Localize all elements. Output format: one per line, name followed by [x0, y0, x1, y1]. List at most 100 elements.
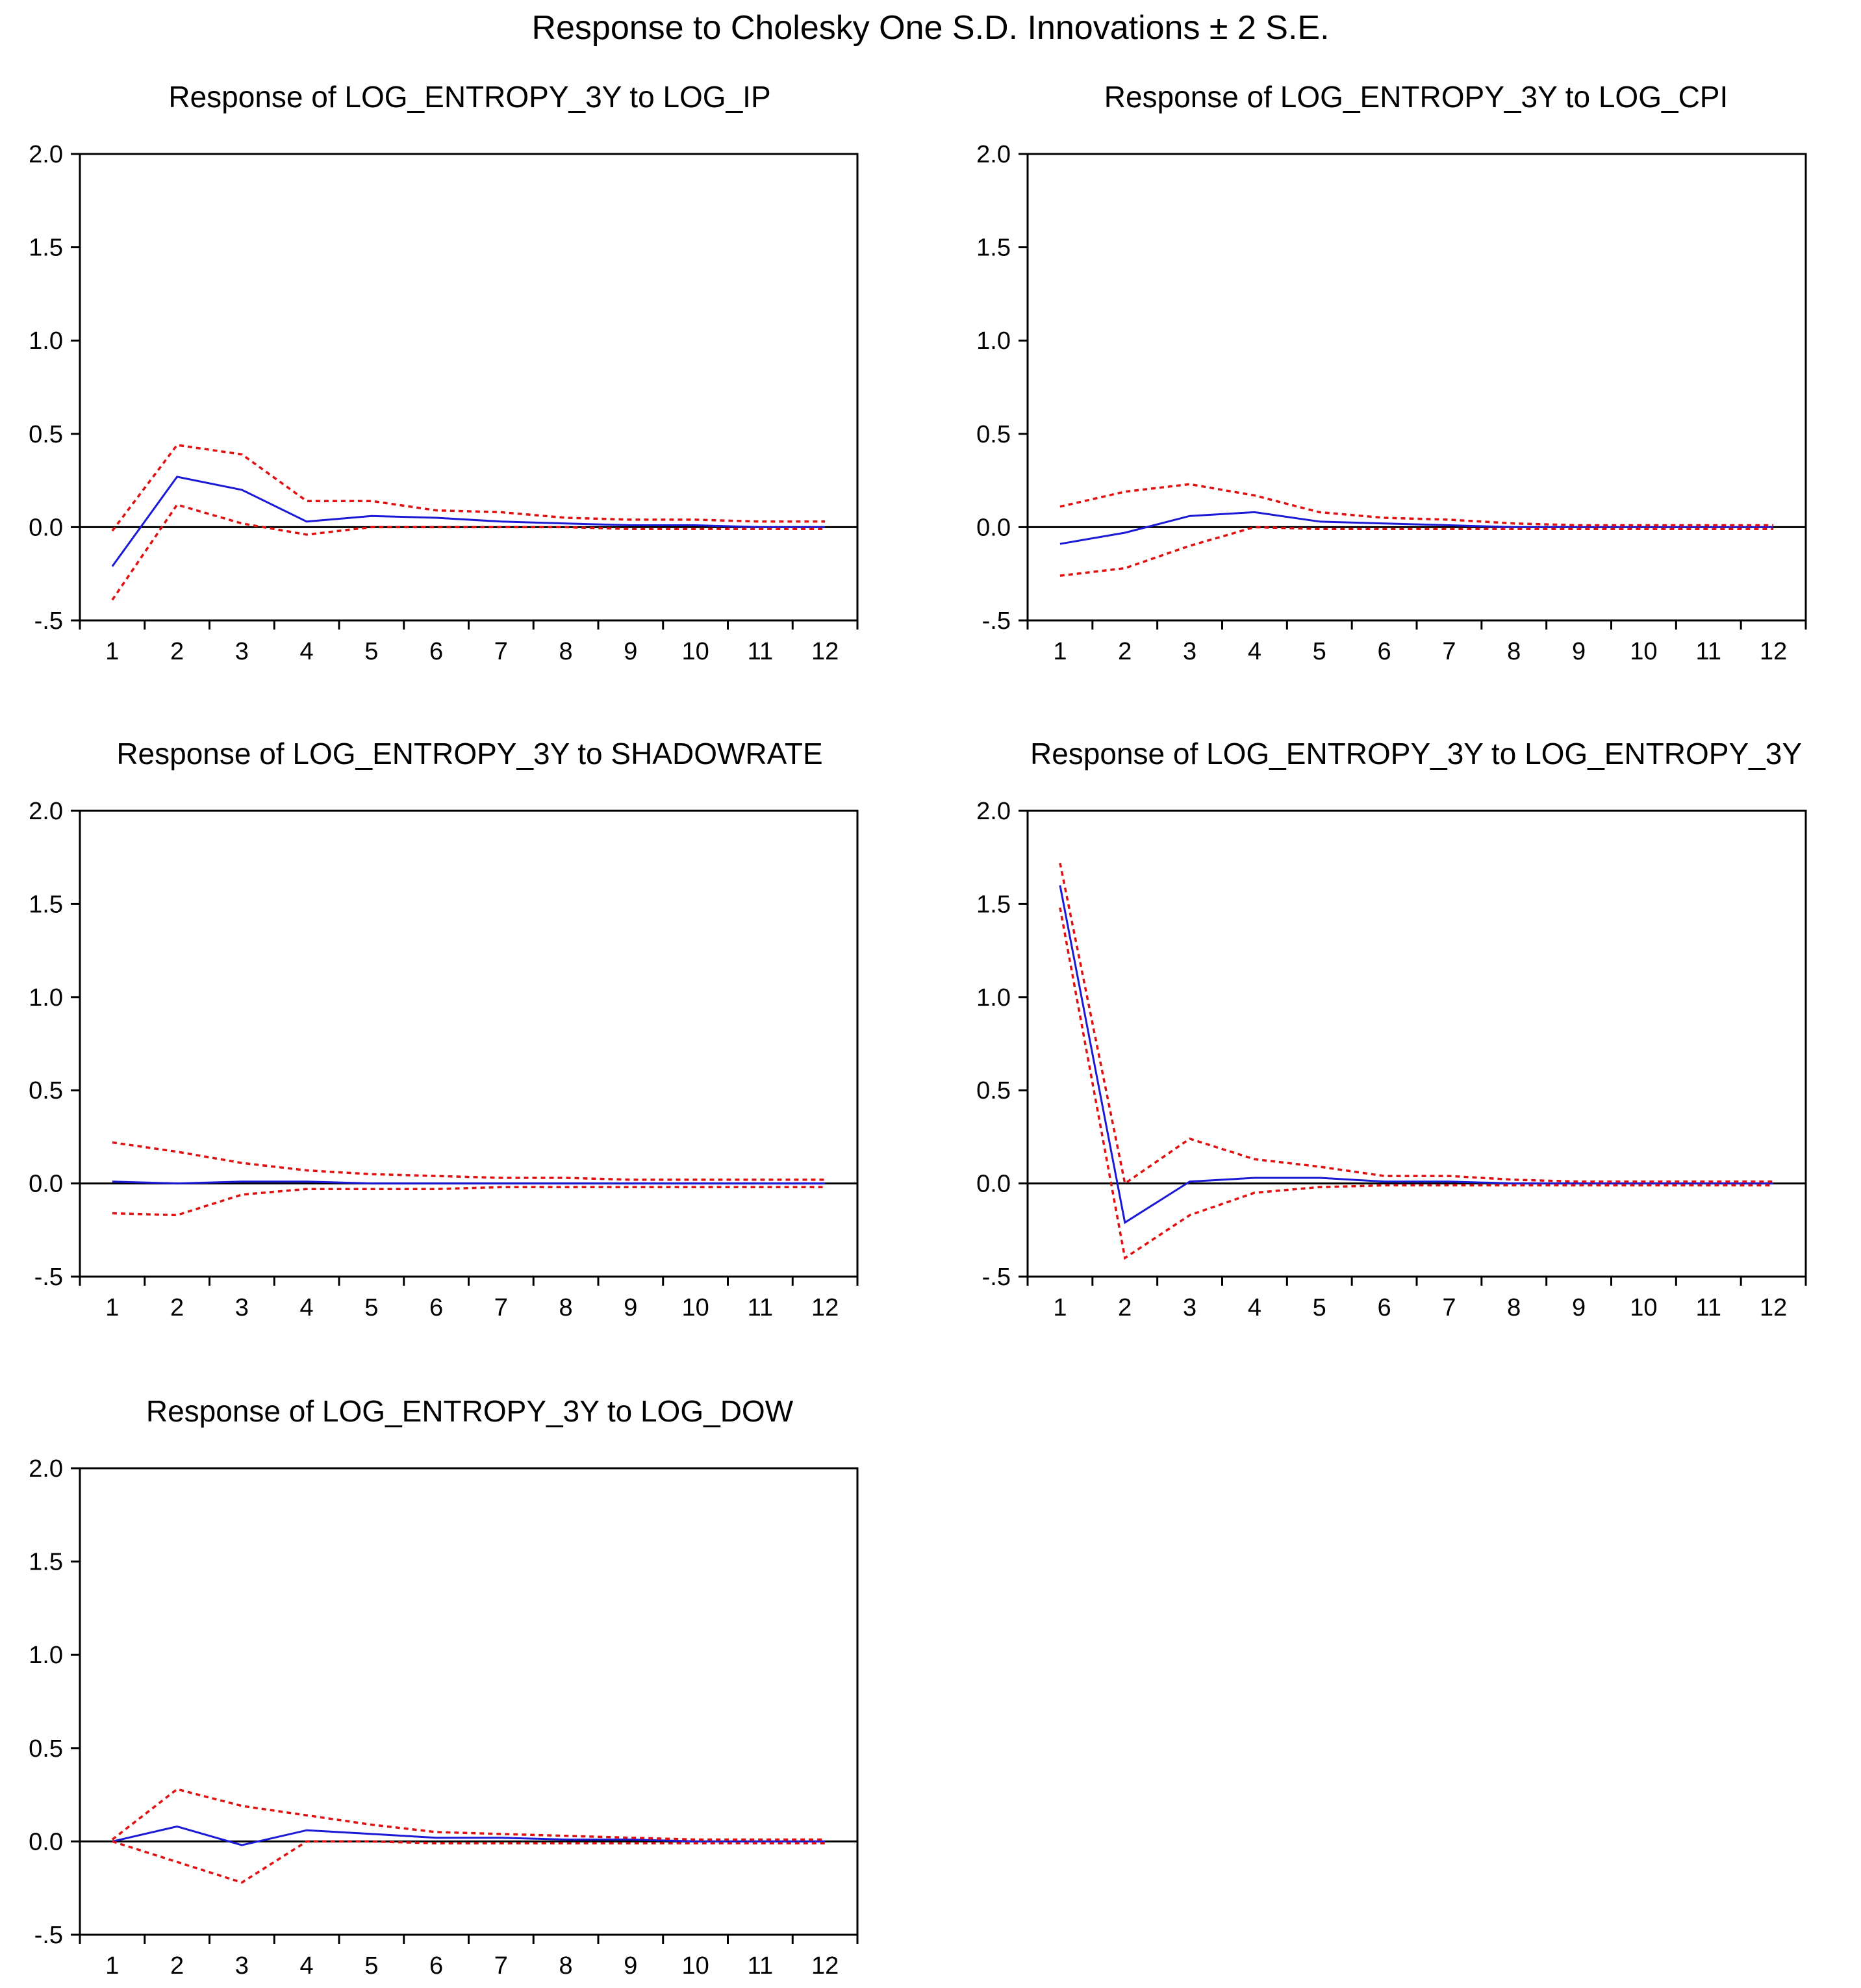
x-tick-label: 2: [1118, 638, 1132, 665]
x-tick-label: 3: [1183, 638, 1196, 665]
x-tick-label: 10: [681, 1952, 709, 1980]
x-tick-label: 7: [1442, 1294, 1456, 1321]
response-line: [112, 1825, 826, 1846]
y-tick-label: 2.0: [976, 141, 1011, 168]
panel-title: Response of LOG_ENTROPY_3Y to LOG_ENTROP…: [1030, 737, 1802, 771]
x-tick-label: 12: [811, 1952, 839, 1980]
x-tick-label: 1: [105, 1952, 119, 1980]
x-tick-label: 9: [624, 638, 637, 665]
x-tick-label: 10: [1630, 1294, 1657, 1321]
y-tick-label: 2.0: [29, 798, 63, 825]
x-tick-label: 4: [300, 638, 314, 665]
irf-panel-2: Response of LOG_ENTROPY_3Y to LOG_CPI 2.0…: [976, 80, 1807, 665]
x-tick-label: 3: [235, 638, 249, 665]
irf-panel-1: Response of LOG_ENTROPY_3Y to LOG_IP 2.0 1…: [29, 80, 859, 665]
y-tick-label: 0.5: [976, 1077, 1011, 1104]
y-tick-label: 1.5: [29, 1549, 63, 1576]
y-tick-label: 0.5: [29, 421, 63, 448]
x-tick-label: 7: [1442, 638, 1456, 665]
x-tick-label: 12: [811, 638, 839, 665]
x-tick-label: 9: [1572, 638, 1586, 665]
y-tick-label: 0.0: [29, 1828, 63, 1855]
plot-frame: [1026, 809, 1807, 1278]
x-tick-label: 2: [170, 638, 184, 665]
irf-panel-3: Response of LOG_ENTROPY_3Y to SHADOWRATE…: [29, 737, 859, 1321]
x-tick-label: 6: [429, 638, 443, 665]
y-tick-label: 0.0: [29, 1171, 63, 1198]
plot-frame: [79, 809, 859, 1278]
x-tick-label: 12: [1760, 1294, 1787, 1321]
lower-band-line: [1059, 526, 1774, 577]
lower-band-line: [112, 1186, 826, 1217]
x-tick-label: 2: [1118, 1294, 1132, 1321]
x-tick-label: 12: [1760, 638, 1787, 665]
y-tick-label: -.5: [982, 1264, 1011, 1291]
x-tick-label: 5: [1313, 638, 1326, 665]
response-line: [1059, 885, 1774, 1225]
y-tick-label: 2.0: [29, 1455, 63, 1483]
x-tick-label: 1: [1053, 1294, 1067, 1321]
y-tick-label: 1.0: [976, 327, 1011, 355]
upper-band-line: [111, 444, 826, 532]
panel-title: Response of LOG_ENTROPY_3Y to SHADOWRATE: [116, 737, 822, 771]
y-tick-label: 2.0: [976, 798, 1011, 825]
x-tick-label: 6: [1378, 638, 1391, 665]
x-tick-label: 9: [624, 1952, 637, 1980]
x-tick-label: 11: [748, 638, 773, 665]
upper-band-line: [1059, 862, 1774, 1186]
y-tick-label: 1.0: [29, 984, 63, 1012]
x-tick-label: 2: [170, 1952, 184, 1980]
x-tick-label: 6: [429, 1952, 443, 1980]
x-tick-label: 6: [1378, 1294, 1391, 1321]
y-tick-label: -.5: [34, 1264, 63, 1291]
x-tick-label: 11: [748, 1952, 773, 1980]
lower-band-line: [112, 1840, 826, 1884]
plot-frame: [1026, 153, 1807, 622]
upper-band-line: [112, 1141, 826, 1181]
x-tick-label: 4: [300, 1952, 314, 1980]
y-tick-label: 0.5: [29, 1735, 63, 1763]
x-tick-label: 4: [1248, 1294, 1261, 1321]
x-tick-label: 7: [494, 1294, 508, 1321]
x-tick-label: 9: [624, 1294, 637, 1321]
irf-panel-4: Response of LOG_ENTROPY_3Y to LOG_ENTROP…: [976, 737, 1807, 1321]
lower-band-line: [111, 503, 826, 601]
y-tick-label: 2.0: [29, 141, 63, 168]
x-tick-label: 8: [559, 638, 573, 665]
x-tick-label: 1: [105, 1294, 119, 1321]
x-tick-label: 3: [235, 1952, 249, 1980]
panel-title: Response of LOG_ENTROPY_3Y to LOG_IP: [168, 80, 770, 114]
x-tick-label: 10: [681, 638, 709, 665]
y-tick-label: -.5: [34, 607, 63, 635]
x-tick-label: 8: [1507, 1294, 1521, 1321]
x-tick-label: 11: [1696, 1294, 1721, 1321]
x-tick-label: 5: [1313, 1294, 1326, 1321]
lower-band-line: [1059, 907, 1774, 1260]
response-line: [112, 1180, 826, 1185]
x-tick-label: 11: [1696, 638, 1721, 665]
y-tick-label: 1.5: [976, 891, 1011, 918]
x-tick-label: 2: [170, 1294, 184, 1321]
y-tick-label: 1.0: [29, 327, 63, 355]
x-tick-label: 3: [1183, 1294, 1196, 1321]
y-tick-label: 1.5: [976, 235, 1011, 262]
upper-band-line: [1059, 483, 1774, 527]
x-tick-label: 5: [364, 638, 378, 665]
y-tick-label: 0.5: [976, 421, 1011, 448]
y-tick-label: 0.5: [29, 1077, 63, 1104]
y-tick-label: 0.0: [976, 514, 1011, 541]
response-line: [111, 476, 826, 567]
x-tick-label: 5: [364, 1294, 378, 1321]
x-tick-label: 10: [681, 1294, 709, 1321]
x-tick-label: 1: [105, 638, 119, 665]
x-tick-label: 8: [559, 1952, 573, 1980]
x-tick-label: 10: [1630, 638, 1657, 665]
upper-band-line: [111, 1788, 826, 1841]
response-line: [1059, 511, 1774, 545]
y-tick-label: -.5: [34, 1922, 63, 1949]
plot-frame: [79, 1467, 859, 1936]
y-tick-label: -.5: [982, 607, 1011, 635]
plot-frame: [79, 153, 859, 622]
x-tick-label: 4: [1248, 638, 1261, 665]
